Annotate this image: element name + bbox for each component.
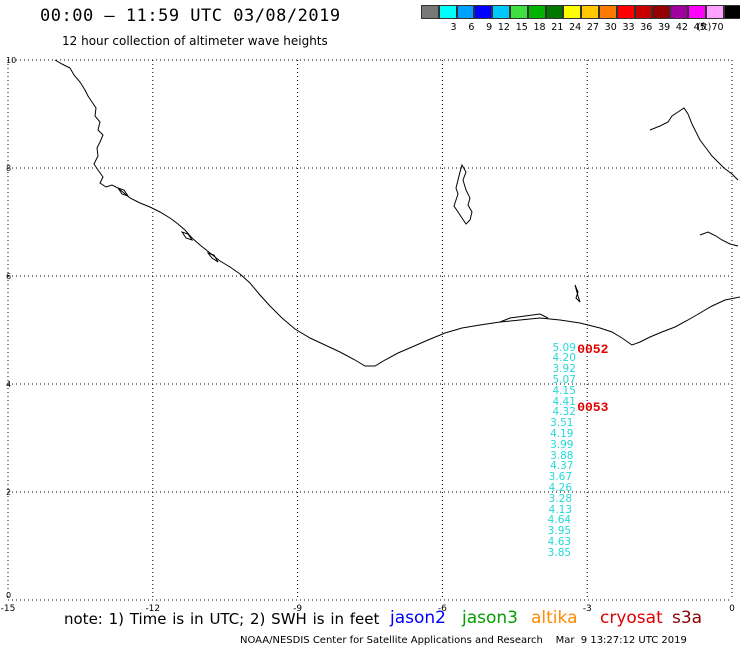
legend-label: 33 [622,22,635,33]
legend-swatch [652,5,671,19]
lake-island [453,163,473,225]
satellite-name: s3a [672,608,703,628]
legend-swatch [670,5,688,19]
legend-label: 18 [533,22,546,33]
swh-value: 3.88 [550,449,574,462]
legend-swatch [581,5,599,19]
y-tick-label: 4 [6,380,11,389]
swh-value: 3.67 [548,471,573,484]
legend-swatch [598,5,617,19]
legend-swatch [492,5,510,19]
legend-label: 42 [675,22,688,33]
x-tick-label: -3 [583,604,592,614]
map-subtitle: 12 hour collection of altimeter wave hei… [62,34,328,48]
pass-time-label: 0052 [577,341,609,357]
map-title: 00:00 – 11:59 UTC 03/08/2019 [40,6,341,26]
swh-value: 5.09 [552,341,576,354]
y-tick-label: 6 [6,272,11,281]
legend-swatch [438,5,457,19]
legend-label: 27 [586,22,599,33]
coastline [54,59,740,367]
legend-label: 3 [450,22,457,33]
coast-inlet-1 [116,187,130,197]
swh-value: 4.32 [552,406,576,419]
legend-swatch [723,5,740,19]
swh-value: 3.95 [547,525,572,538]
coast-inlet-2 [180,231,194,241]
swh-value: 4.13 [548,503,573,516]
legend-label: 45 [693,22,706,33]
pass-time-label: 0053 [577,400,609,416]
legend-label: 30 [604,22,617,33]
satellite-name: jason3 [462,608,518,628]
legend-swatch [527,5,546,19]
legend-swatch [456,5,475,19]
swh-value: 4.20 [552,352,576,365]
legend-label: 21 [551,22,564,33]
coast-inlet-3 [206,251,219,263]
swh-value: 4.15 [552,384,576,397]
coastline-africa [54,59,740,367]
legend-swatch [474,5,493,19]
legend-label: 15 [515,22,528,33]
swh-value: 3.85 [547,546,572,559]
y-tick-label: 0 [6,591,11,600]
credit-line: NOAA/NESDIS Center for Satellite Applica… [240,635,687,646]
y-tick-label: 10 [6,56,16,65]
legend-label: 36 [640,22,653,33]
x-tick-label: -15 [1,604,16,614]
y-tick-label: 2 [6,488,11,497]
color-legend-labels: 3 6 9 12 15 18 21 24 27 30 33 36 39 42 45 70 [421,22,740,33]
swh-value: 3.51 [550,417,574,430]
legend-label: 24 [569,22,582,33]
swh-value: 3.92 [552,363,576,376]
satellite-name: jason2 [390,608,446,628]
graticule [7,59,733,601]
lake-volta-shore [574,284,581,303]
legend-swatch [616,5,635,19]
legend-label: 70 [711,22,724,33]
swh-value: 3.99 [550,438,574,451]
swh-value: 5.07 [552,373,576,386]
y-tick-label: 8 [6,164,11,173]
legend-unit: (ft) [697,22,712,33]
legend-swatch [705,5,724,19]
swh-value: 4.63 [547,535,572,548]
legend-swatch [563,5,582,19]
footnote: note: 1) Time is in UTC; 2) SWH is in fe… [64,610,380,628]
swh-value: 4.37 [550,460,574,473]
coast-northeast [649,107,739,181]
swh-value: 3.28 [548,492,573,505]
legend-swatch [545,5,564,19]
legend-label: 12 [497,22,510,33]
legend-swatch [509,5,528,19]
swh-value: 4.41 [552,395,576,408]
axis-ticks: -15 -12 -9 -6 -3 0 0 2 4 6 8 10 [1,56,735,614]
legend-label: 6 [468,22,475,33]
legend-swatch [421,5,439,19]
legend-swatch [687,5,706,19]
legend-swatch [634,5,653,19]
legend-label: 39 [658,22,671,33]
satellite-name: altika [531,608,578,628]
swh-value: 4.64 [547,514,572,527]
satellite-name: cryosat [600,608,663,628]
coast-east [699,231,739,247]
coast-lagoon [499,313,549,323]
color-legend [421,5,740,19]
x-tick-label: 0 [729,604,735,614]
x-tick-label: -6 [438,604,447,614]
x-tick-label: -9 [293,604,302,614]
x-tick-label: -12 [145,604,160,614]
swh-value: 4.19 [550,427,574,440]
swh-value: 4.26 [548,481,573,494]
legend-label: 9 [486,22,493,33]
